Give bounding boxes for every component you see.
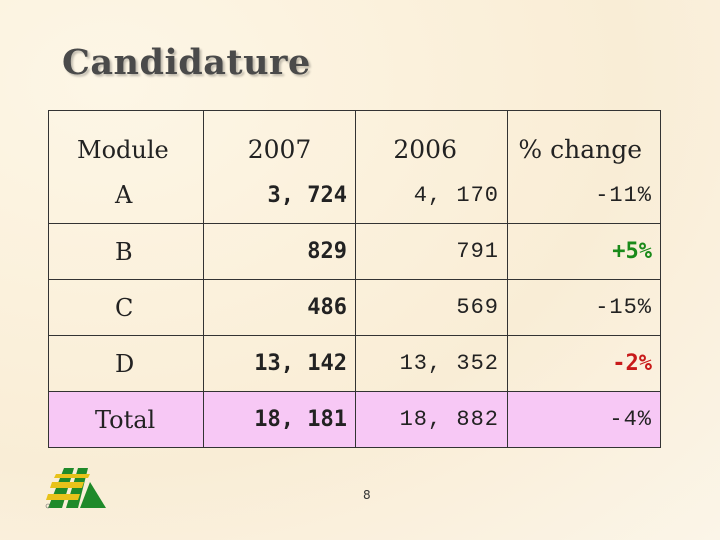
change-cell: +5% xyxy=(507,223,661,280)
change-cell: -11% xyxy=(507,167,661,224)
table-row: B 829 791 +5% xyxy=(48,223,661,280)
page-number: 8 xyxy=(363,488,371,502)
table-total-row: Total 18, 181 18, 882 -4% xyxy=(48,391,661,448)
value-2007: 829 xyxy=(203,223,356,280)
value-2007: 486 xyxy=(203,279,356,336)
value-2007: 18, 181 xyxy=(203,391,356,448)
change-cell: -2% xyxy=(507,335,661,392)
table-row: D 13, 142 13, 352 -2% xyxy=(48,335,661,392)
table-row: C 486 569 -15% xyxy=(48,279,661,336)
module-cell: A xyxy=(48,167,204,224)
header-2006: 2006 xyxy=(355,110,508,168)
logo-icon xyxy=(45,468,106,509)
table-row: A 3, 724 4, 170 -11% xyxy=(48,167,661,224)
header-change: % change xyxy=(507,110,661,168)
module-cell: B xyxy=(48,223,204,280)
value-2006: 18, 882 xyxy=(355,391,508,448)
module-cell: D xyxy=(48,335,204,392)
value-2007: 13, 142 xyxy=(203,335,356,392)
table-header-row: Module 2007 2006 % change xyxy=(48,110,661,168)
value-2006: 569 xyxy=(355,279,508,336)
change-cell: -15% xyxy=(507,279,661,336)
value-2006: 13, 352 xyxy=(355,335,508,392)
header-2007: 2007 xyxy=(203,110,356,168)
page-title: Candidature xyxy=(62,42,311,83)
value-2007: 3, 724 xyxy=(203,167,356,224)
candidature-table: Module 2007 2006 % change A 3, 724 4, 17… xyxy=(48,110,661,448)
value-2006: 4, 170 xyxy=(355,167,508,224)
module-cell: Total xyxy=(48,391,204,448)
module-cell: C xyxy=(48,279,204,336)
change-cell: -4% xyxy=(507,391,661,448)
value-2006: 791 xyxy=(355,223,508,280)
header-module: Module xyxy=(48,110,204,168)
